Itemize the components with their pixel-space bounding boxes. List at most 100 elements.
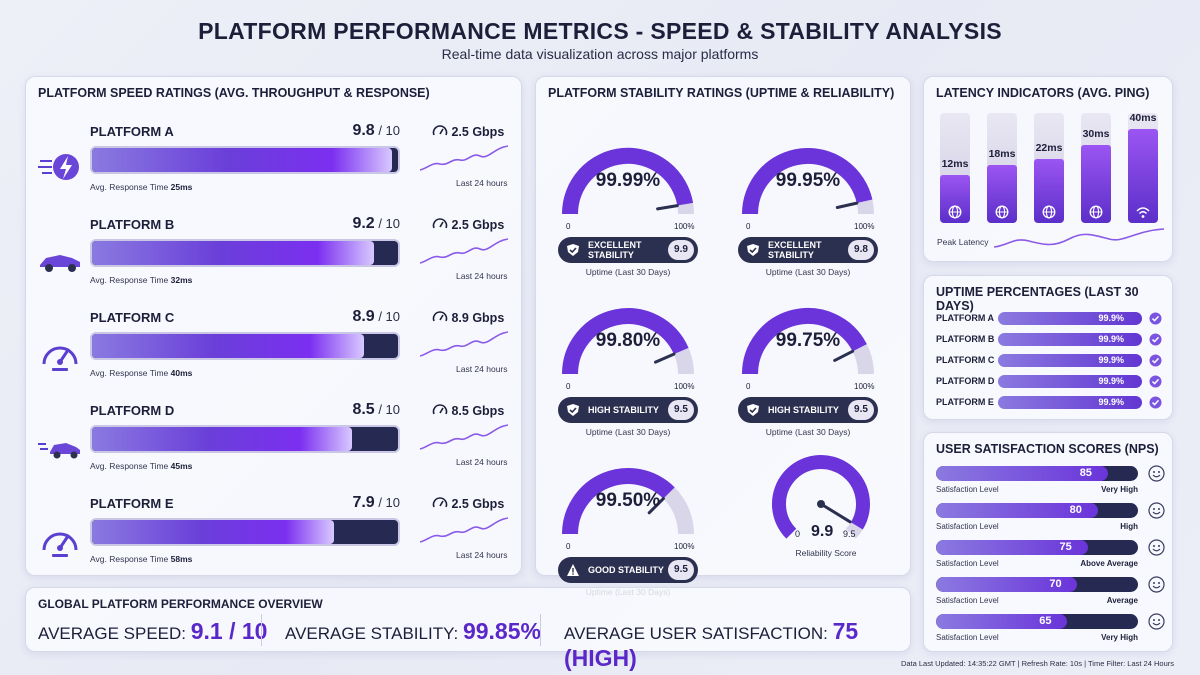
uptime-platform-name: PLATFORM E [936, 397, 994, 407]
speed-bar-fill [92, 427, 353, 451]
shield-check-icon [566, 403, 580, 417]
latency-bar [940, 113, 970, 223]
fast-car-icon [38, 427, 82, 472]
stability-score: 9.9 [668, 240, 694, 260]
stability-panel-title: PLATFORM STABILITY RATINGS (UPTIME & REL… [548, 86, 895, 100]
stability-score: 9.8 [848, 240, 874, 260]
speed-score: 7.9 / 10 [326, 494, 400, 512]
gauge-value: 99.50% [595, 490, 661, 511]
latency-value: 40ms [1129, 112, 1157, 124]
sparkline-period: Last 24 hours [456, 178, 508, 188]
response-time-label: Avg. Response Time [90, 275, 171, 285]
response-time: Avg. Response Time 32ms [90, 275, 192, 285]
sports-car-icon [38, 241, 82, 286]
footer-status: Data Last Updated: 14:35:22 GMT | Refres… [900, 659, 1174, 668]
speed-bar-fill [92, 148, 392, 172]
speed-panel: PLATFORM SPEED RATINGS (AVG. THROUGHPUT … [25, 76, 522, 576]
peak-latency-label: Peak Latency [937, 237, 989, 247]
check-circle-icon [1149, 312, 1162, 325]
latency-bar-fill [987, 165, 1017, 223]
check-circle-icon [1149, 396, 1162, 409]
stability-badge: EXCELLENT STABILITY 9.9 [558, 237, 698, 263]
page-title: PLATFORM PERFORMANCE METRICS - SPEED & S… [198, 18, 1002, 44]
speed-bar [90, 332, 400, 360]
latency-bar [1081, 113, 1111, 223]
response-time-label: Avg. Response Time [90, 182, 171, 192]
overview-stability-value: 99.85% [462, 618, 541, 644]
latency-value: 22ms [1035, 142, 1063, 154]
gauge-max: 100% [674, 542, 695, 551]
nps-bar-fill [936, 614, 1068, 629]
overview-speed: AVERAGE SPEED: 9.1 / 10 [38, 618, 267, 645]
reliability-caption: Reliability Score [795, 548, 857, 558]
throughput-value: 2.5 Gbps [448, 218, 505, 232]
speed-sparkline [419, 516, 509, 553]
uptime-platform-name: PLATFORM C [936, 355, 995, 365]
stability-badge: GOOD STABILITY 9.5 [558, 557, 698, 583]
nps-bar-fill [936, 503, 1098, 518]
shield-check-icon [746, 403, 760, 417]
nps-panel-title: USER SATISFACTION SCORES (NPS) [936, 442, 1159, 456]
response-time-value: 45ms [170, 461, 193, 471]
smiley-icon [1148, 539, 1165, 556]
response-time-value: 40ms [170, 368, 193, 378]
latency-value: 30ms [1082, 128, 1110, 140]
stability-panel: PLATFORM STABILITY RATINGS (UPTIME & REL… [535, 76, 911, 597]
stability-badge-label: HIGH STABILITY [768, 405, 839, 415]
reliability-gauge: 0 9.9 9.5 Reliability Score [751, 442, 891, 632]
nps-score: 70 [1049, 578, 1062, 590]
uptime-bar: 99.9% [998, 354, 1142, 367]
nps-bar [936, 503, 1138, 518]
overview-speed-value: 9.1 / 10 [190, 618, 268, 644]
uptime-bar: 99.9% [998, 312, 1142, 325]
gauge-value: 99.95% [775, 170, 841, 191]
speed-score-suffix: / 10 [374, 123, 400, 138]
speed-row: PLATFORM A 9.8 / 10 Avg. Response Time 25m… [26, 122, 523, 216]
shield-check-icon [746, 243, 760, 257]
uptime-row: PLATFORM E 99.9% [936, 396, 1166, 410]
speed-score-value: 8.9 [352, 308, 375, 325]
speedometer-icon [38, 520, 82, 565]
nps-tag: Very High [1101, 633, 1138, 642]
speed-row: PLATFORM D 8.5 / 10 Avg. Response Time 45m… [26, 401, 523, 495]
uptime-platform-name: PLATFORM B [936, 334, 995, 344]
stability-badge-label: EXCELLENT STABILITY [768, 240, 822, 260]
warning-icon [566, 563, 580, 577]
gauge-caption: Uptime (Last 30 Days) [585, 427, 671, 437]
latency-bar-fill [1034, 159, 1064, 223]
gauge-arc [558, 442, 698, 547]
nps-score: 75 [1059, 541, 1072, 553]
smiley-icon [1148, 465, 1165, 482]
gauge-icon [432, 218, 448, 232]
stability-badge: EXCELLENT STABILITY 9.8 [738, 237, 878, 263]
latency-bar-fill [1081, 145, 1111, 223]
lightning-icon [38, 148, 82, 193]
stability-gauge: 99.95% 0 100% EXCELLENT STABILITY 9.8 Uptime … [738, 122, 888, 312]
latency-panel-title: LATENCY INDICATORS (AVG. PING) [936, 86, 1150, 100]
throughput-value: 2.5 Gbps [448, 497, 505, 511]
response-time-value: 32ms [170, 275, 193, 285]
sparkline-period: Last 24 hours [456, 271, 508, 281]
nps-tag: Average [1106, 596, 1138, 605]
nps-row: 80 Satisfaction Level High [936, 502, 1166, 535]
speed-panel-title: PLATFORM SPEED RATINGS (AVG. THROUGHPUT … [38, 86, 430, 100]
speed-score-value: 8.5 [352, 401, 375, 418]
latency-bar [1128, 113, 1158, 223]
speed-score-value: 7.9 [352, 494, 375, 511]
nps-bar-fill [936, 466, 1108, 481]
latency-panel: LATENCY INDICATORS (AVG. PING) 12ms 18ms 2… [923, 76, 1173, 262]
globe-icon [1042, 205, 1056, 219]
speed-bar-fill [92, 241, 374, 265]
gauge-icon [432, 311, 448, 325]
latency-value: 18ms [988, 148, 1016, 160]
response-time-label: Avg. Response Time [90, 554, 171, 564]
reliability-min: 0 [795, 529, 801, 539]
stability-badge-label: HIGH STABILITY [588, 405, 659, 415]
speed-sparkline [419, 144, 509, 181]
stability-badge: HIGH STABILITY 9.5 [558, 397, 698, 423]
speed-bar-fill [92, 520, 334, 544]
sparkline-period: Last 24 hours [456, 364, 508, 374]
shield-check-icon [566, 243, 580, 257]
speed-score: 8.9 / 10 [326, 308, 400, 326]
stability-badge-label: GOOD STABILITY [588, 565, 664, 575]
